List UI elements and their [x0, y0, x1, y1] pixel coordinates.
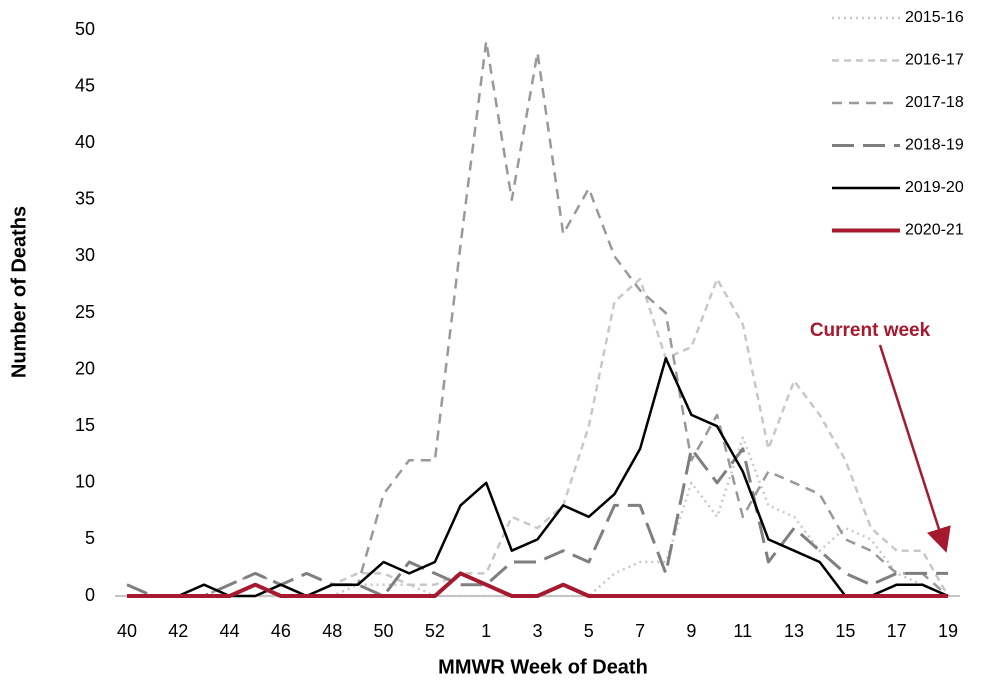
series-line [127, 277, 950, 598]
x-tick-label: 42 [168, 621, 188, 641]
y-tick-label: 25 [75, 302, 95, 322]
x-tick-label: 50 [374, 621, 394, 641]
y-tick-label: 35 [75, 189, 95, 209]
series-line [127, 571, 948, 598]
legend-label: 2020-21 [905, 222, 964, 239]
legend-label: 2015-16 [905, 9, 964, 26]
y-tick-label: 20 [75, 358, 95, 378]
y-tick-label: 40 [75, 132, 95, 152]
legend-label: 2017-18 [905, 94, 964, 111]
x-tick-label: 5 [584, 621, 594, 641]
series-line [127, 436, 949, 598]
y-tick-label: 15 [75, 415, 95, 435]
x-axis-title: MMWR Week of Death [438, 656, 648, 678]
y-tick-label: 50 [75, 19, 95, 39]
annotation-arrow [878, 344, 951, 553]
series-line [126, 447, 948, 598]
x-tick-label: 44 [220, 621, 240, 641]
x-tick-label: 15 [835, 621, 855, 641]
x-tick-label: 13 [784, 621, 804, 641]
y-tick-label: 30 [75, 245, 95, 265]
x-tick-label: 17 [887, 621, 907, 641]
x-tick-label: 7 [635, 621, 645, 641]
y-tick-label: 10 [75, 472, 95, 492]
x-tick-label: 1 [481, 621, 491, 641]
legend-label: 2016-17 [905, 52, 964, 69]
annotation: Current week [810, 320, 931, 341]
x-tick-label: 11 [733, 621, 752, 641]
legend-label: 2018-19 [905, 137, 964, 154]
x-tick-label: 48 [322, 621, 342, 641]
x-tick-label: 52 [425, 621, 445, 641]
x-tick-label: 40 [117, 621, 137, 641]
y-tick-label: 5 [85, 528, 95, 548]
y-tick-label: 0 [85, 585, 95, 605]
x-tick-label: 46 [271, 621, 291, 641]
series-line [127, 40, 949, 598]
x-tick-label: 9 [686, 621, 696, 641]
x-tick-label: 3 [532, 621, 542, 641]
series-line [127, 357, 949, 598]
y-axis-title: Number of Deaths [8, 206, 30, 378]
x-tick-label: 19 [938, 621, 958, 641]
legend-label: 2019-20 [905, 179, 964, 196]
y-tick-label: 45 [75, 75, 95, 95]
